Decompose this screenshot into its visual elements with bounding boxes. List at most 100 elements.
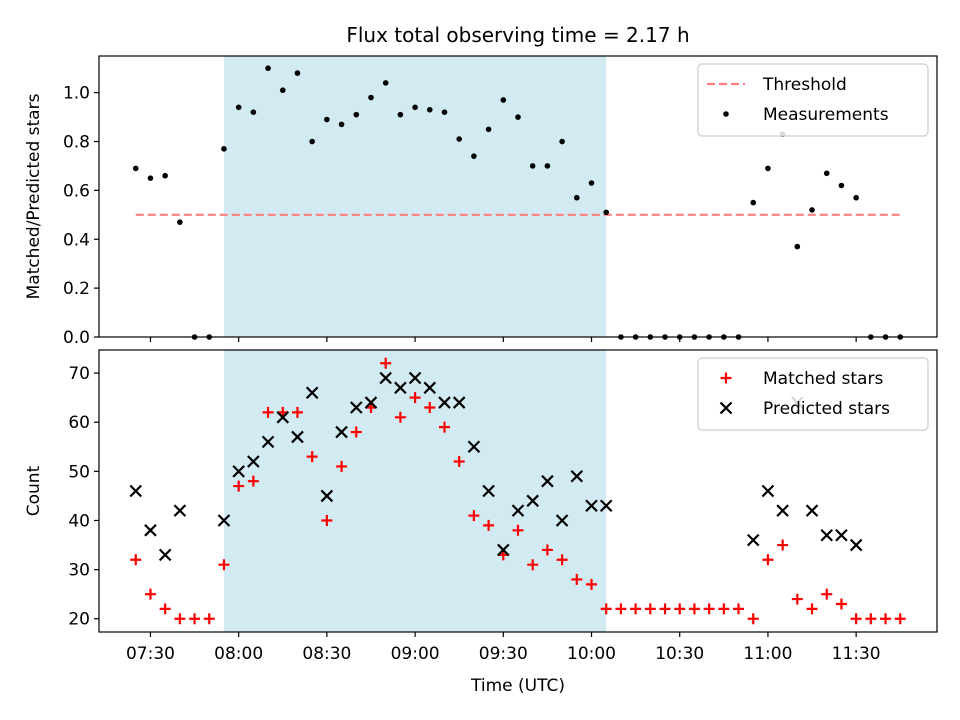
point-predicted-stars [261, 435, 275, 449]
legend-label: Measurements [763, 105, 889, 125]
legend-swatch [719, 401, 733, 415]
point-measurements [809, 207, 815, 213]
point-matched-stars [541, 544, 553, 556]
point-measurements [412, 104, 418, 111]
point-predicted-stars [335, 425, 348, 439]
point-predicted-stars [820, 528, 834, 542]
panels: 0.0 0.2 0.4 0.6 0.8 1.0 Matched/Predicted star… [24, 55, 938, 664]
point-matched-stars [659, 603, 671, 615]
y-tick-label: 0.0 [63, 328, 90, 348]
point-matched-stars [144, 588, 156, 600]
point-matched-stars [644, 603, 656, 615]
point-measurements [765, 165, 771, 172]
point-predicted-stars [849, 538, 863, 552]
legend-label: Threshold [762, 75, 847, 95]
x-tick-label: 08:00 [214, 644, 263, 664]
legend-label: Matched stars [763, 369, 883, 389]
axes-frame [98, 55, 938, 338]
point-matched-stars [380, 357, 392, 369]
point-measurements [838, 182, 845, 189]
x-tick-label: 07:30 [126, 644, 175, 664]
x-tick-label: 11:00 [743, 644, 792, 664]
point-measurements [574, 194, 580, 201]
point-measurements [750, 199, 757, 206]
point-predicted-stars [173, 504, 187, 517]
point-predicted-stars [541, 474, 554, 488]
x-axis-label: Time (UTC) [470, 676, 565, 696]
point-matched-stars [468, 510, 480, 522]
point-predicted-stars [305, 386, 319, 400]
point-measurements [544, 163, 551, 169]
point-predicted-stars [776, 504, 789, 517]
point-matched-stars [512, 524, 524, 536]
y-tick-label: 40 [68, 511, 90, 531]
point-matched-stars [894, 613, 906, 625]
y-axis-label: Matched/Predicted stars [24, 93, 44, 299]
axes-frame [98, 349, 938, 633]
point-measurements [147, 175, 154, 181]
point-measurements [794, 243, 801, 250]
y-tick-label: 0.6 [63, 181, 90, 201]
y-tick-label: 30 [68, 561, 90, 581]
point-measurements [485, 126, 492, 133]
point-matched-stars [130, 554, 142, 566]
point-measurements [603, 209, 610, 216]
point-matched-stars [791, 593, 803, 605]
point-matched-stars [159, 603, 171, 615]
point-matched-stars [674, 603, 686, 615]
point-matched-stars [762, 554, 774, 566]
y-tick-label: 1.0 [63, 84, 90, 104]
point-predicted-stars [129, 484, 143, 498]
point-predicted-stars [408, 371, 422, 385]
point-predicted-stars [585, 499, 598, 513]
point-matched-stars [247, 475, 259, 487]
point-matched-stars [453, 456, 465, 468]
y-tick-label: 70 [68, 364, 90, 384]
series-matched-stars [130, 357, 906, 625]
x-tick-label: 08:30 [302, 644, 351, 664]
point-matched-stars [291, 406, 303, 418]
point-predicted-stars [379, 371, 392, 385]
point-measurements [368, 94, 374, 101]
point-matched-stars [850, 613, 862, 625]
point-matched-stars [880, 613, 892, 625]
point-measurements [162, 172, 168, 179]
point-matched-stars [321, 514, 333, 526]
point-predicted-stars [805, 504, 819, 517]
point-matched-stars [394, 411, 406, 423]
point-matched-stars [306, 451, 318, 463]
point-matched-stars [777, 539, 789, 551]
point-measurements [265, 65, 271, 72]
point-matched-stars [527, 559, 539, 571]
series-measurements [132, 65, 904, 340]
point-matched-stars [233, 480, 245, 492]
point-measurements [221, 146, 227, 152]
point-predicted-stars [570, 469, 584, 483]
point-predicted-stars [482, 484, 495, 498]
point-measurements [235, 104, 242, 111]
x-tick-label: 09:00 [391, 644, 440, 664]
point-predicted-stars [467, 440, 481, 454]
y-tick-label: 0.4 [63, 230, 90, 250]
observing-window-shade [223, 56, 607, 337]
point-measurements [177, 219, 183, 225]
legend-box [697, 357, 929, 431]
panel-1: 0.0 0.2 0.4 0.6 0.8 1.0 Matched/Predicted star… [24, 55, 938, 348]
point-measurements [588, 180, 595, 186]
point-predicted-stars [276, 411, 290, 424]
point-measurements [426, 106, 433, 113]
point-matched-stars [630, 603, 642, 615]
y-tick-label: 0.8 [63, 133, 90, 153]
point-measurements [823, 170, 830, 177]
point-matched-stars [189, 613, 201, 625]
legend: Threshold Measurements [697, 63, 929, 137]
point-matched-stars [600, 603, 612, 615]
point-matched-stars [806, 603, 818, 615]
point-matched-stars [424, 401, 436, 413]
y-tick-label: 0.2 [63, 279, 90, 299]
point-measurements [338, 121, 345, 128]
point-measurements [382, 80, 389, 86]
legend-swatch [720, 372, 732, 384]
point-predicted-stars [350, 401, 363, 414]
